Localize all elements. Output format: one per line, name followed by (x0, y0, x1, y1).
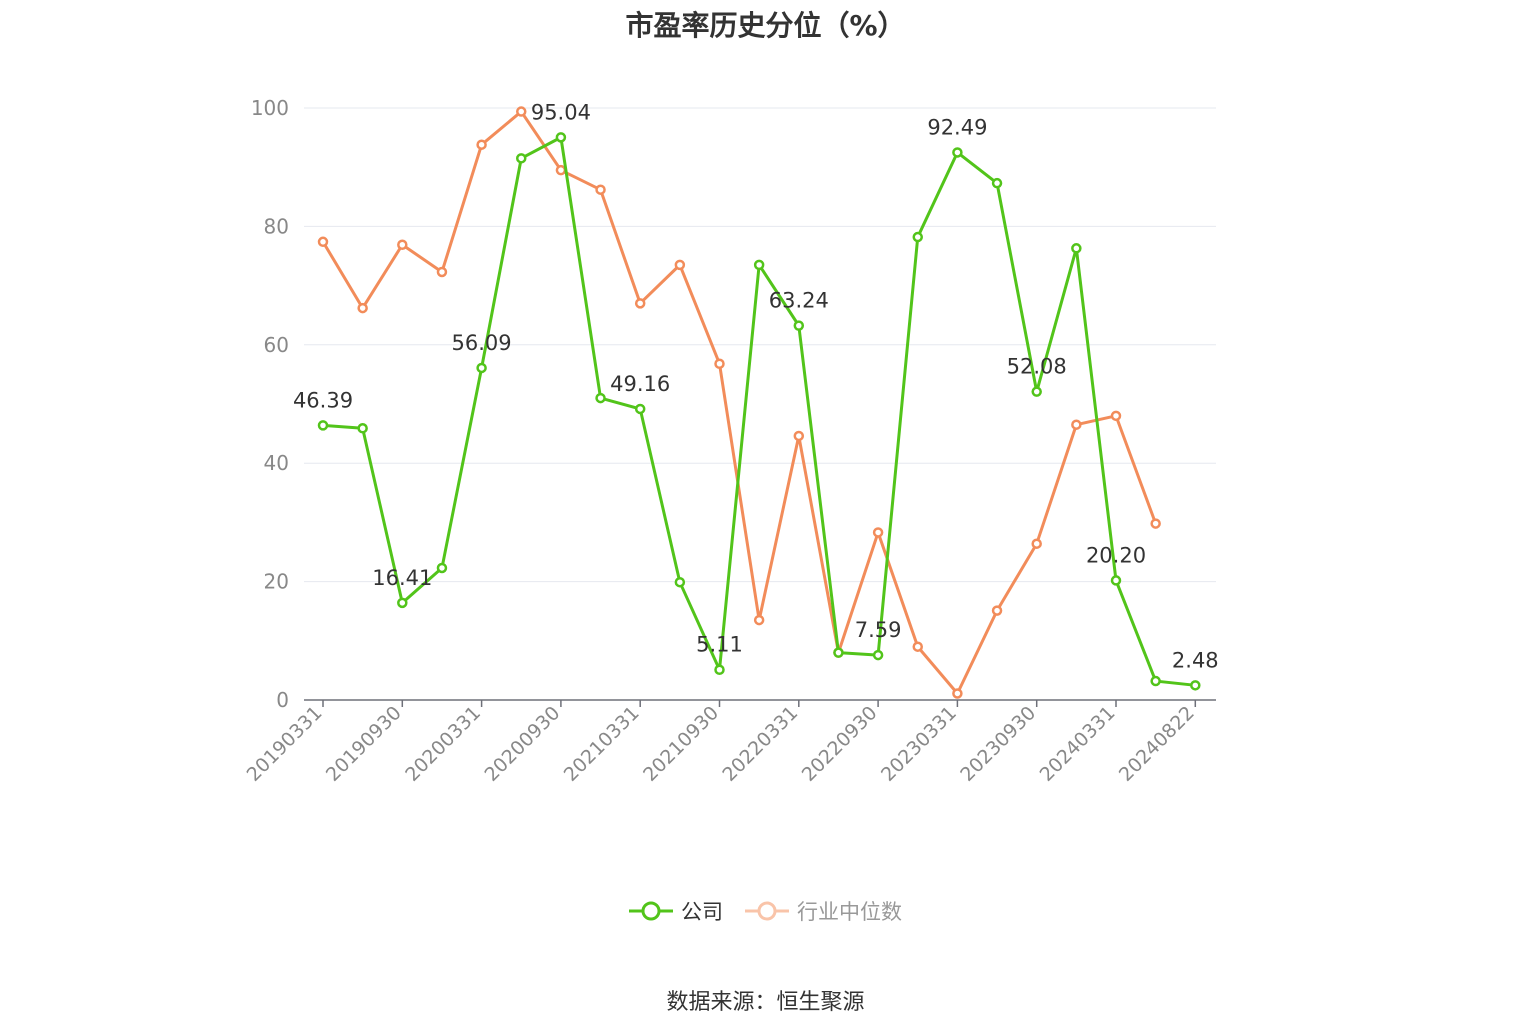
data-point-0 (674, 576, 686, 588)
line-chart: 0 20 40 60 80 100 2019033120190930202003312020… (243, 96, 1219, 786)
data-label: 20.20 (1086, 543, 1146, 567)
data-label: 7.59 (855, 618, 902, 642)
x-tick-label: 20240822 (1115, 702, 1199, 786)
data-point-1 (674, 259, 686, 271)
data-point-0 (476, 362, 487, 374)
x-tick-label: 20220331 (718, 702, 802, 786)
data-point-1 (555, 164, 567, 176)
data-point-0 (1110, 575, 1122, 586)
data-point-1 (714, 358, 725, 369)
data-point-1 (793, 430, 805, 442)
data-label: 95.04 (531, 100, 591, 124)
legend-company-label: 公司 (681, 900, 723, 924)
data-source-note: 数据来源：恒生聚源 (666, 990, 865, 1015)
data-point-1 (1031, 538, 1042, 549)
data-point-0 (793, 320, 805, 331)
data-point-0 (1150, 675, 1161, 687)
data-label: 16.41 (372, 566, 432, 590)
series (317, 106, 1201, 699)
chart-title: 市盈率历史分位（%） (625, 9, 906, 42)
data-point-0 (753, 259, 765, 271)
data-label: 63.24 (769, 289, 829, 313)
series-line-0 (322, 135, 1196, 687)
y-tick-label: 20 (264, 570, 289, 594)
data-point-1 (872, 527, 884, 538)
data-point-1 (1150, 518, 1161, 529)
legend-item-industry-median[interactable]: 行业中位数 (745, 896, 902, 926)
data-point-0 (912, 231, 923, 243)
data-point-1 (1110, 410, 1122, 422)
data-point-0 (595, 392, 606, 404)
data-point-0 (991, 177, 1003, 189)
data-point-1 (476, 139, 487, 150)
data-label: 5.11 (696, 633, 743, 657)
legend-industry-label: 行业中位数 (797, 900, 902, 924)
x-tick-label: 20200331 (401, 702, 485, 786)
data-point-0 (317, 420, 329, 431)
series-line-1 (321, 110, 1158, 695)
data-point-0 (397, 597, 408, 609)
legend-item-company[interactable]: 公司 (629, 896, 723, 926)
data-label: 92.49 (927, 115, 987, 139)
x-tick-label: 20230331 (877, 702, 961, 786)
data-point-1 (595, 184, 606, 195)
data-point-0 (516, 153, 527, 164)
data-point-1 (516, 106, 527, 117)
x-tick-label: 20190331 (243, 702, 327, 786)
data-point-1 (912, 641, 923, 652)
data-point-0 (714, 664, 725, 675)
data-point-1 (952, 688, 963, 699)
y-tick-label: 60 (264, 333, 289, 357)
data-point-1 (753, 614, 765, 626)
legend-industry-line-icon (745, 901, 789, 921)
data-label: 46.39 (293, 388, 353, 412)
data-point-0 (1190, 680, 1201, 691)
data-point-0 (1031, 386, 1042, 397)
data-point-0 (634, 403, 646, 415)
y-tick-label: 40 (264, 451, 289, 475)
legend: 公司 行业中位数 (0, 896, 1531, 926)
data-point-0 (1071, 243, 1082, 254)
data-label: 49.16 (610, 372, 670, 396)
data-point-0 (436, 562, 448, 574)
data-point-0 (833, 647, 844, 658)
x-tick-label: 20190930 (322, 702, 406, 786)
data-point-0 (872, 649, 884, 661)
legend-company-line-icon (629, 901, 673, 921)
data-label: 56.09 (452, 331, 512, 355)
data-point-1 (357, 302, 368, 314)
data-point-0 (555, 132, 567, 143)
data-point-1 (397, 239, 408, 251)
gridlines (304, 107, 1216, 583)
data-point-1 (436, 266, 448, 278)
data-point-0 (952, 147, 963, 158)
y-tick-label: 80 (264, 214, 289, 238)
x-tick-label: 20230930 (956, 702, 1040, 786)
data-point-1 (317, 236, 329, 248)
x-tick-label: 20210930 (639, 702, 723, 786)
data-point-0 (357, 423, 368, 434)
data-labels: 46.39 16.41 56.09 95.04 49.16 5.11 63.24 7.59 92… (293, 100, 1219, 672)
data-label: 52.08 (1007, 355, 1067, 379)
y-tick-label: 100 (251, 96, 289, 120)
data-point-1 (991, 605, 1003, 616)
data-point-1 (1071, 419, 1082, 430)
data-label: 2.48 (1172, 648, 1219, 672)
x-tick-label: 20210331 (560, 702, 644, 786)
data-point-1 (634, 298, 646, 309)
x-tick-label: 20240331 (1036, 702, 1120, 786)
x-tick-label: 20200930 (480, 702, 564, 786)
y-tick-label: 0 (276, 688, 289, 712)
x-tick-label: 20220930 (798, 702, 882, 786)
